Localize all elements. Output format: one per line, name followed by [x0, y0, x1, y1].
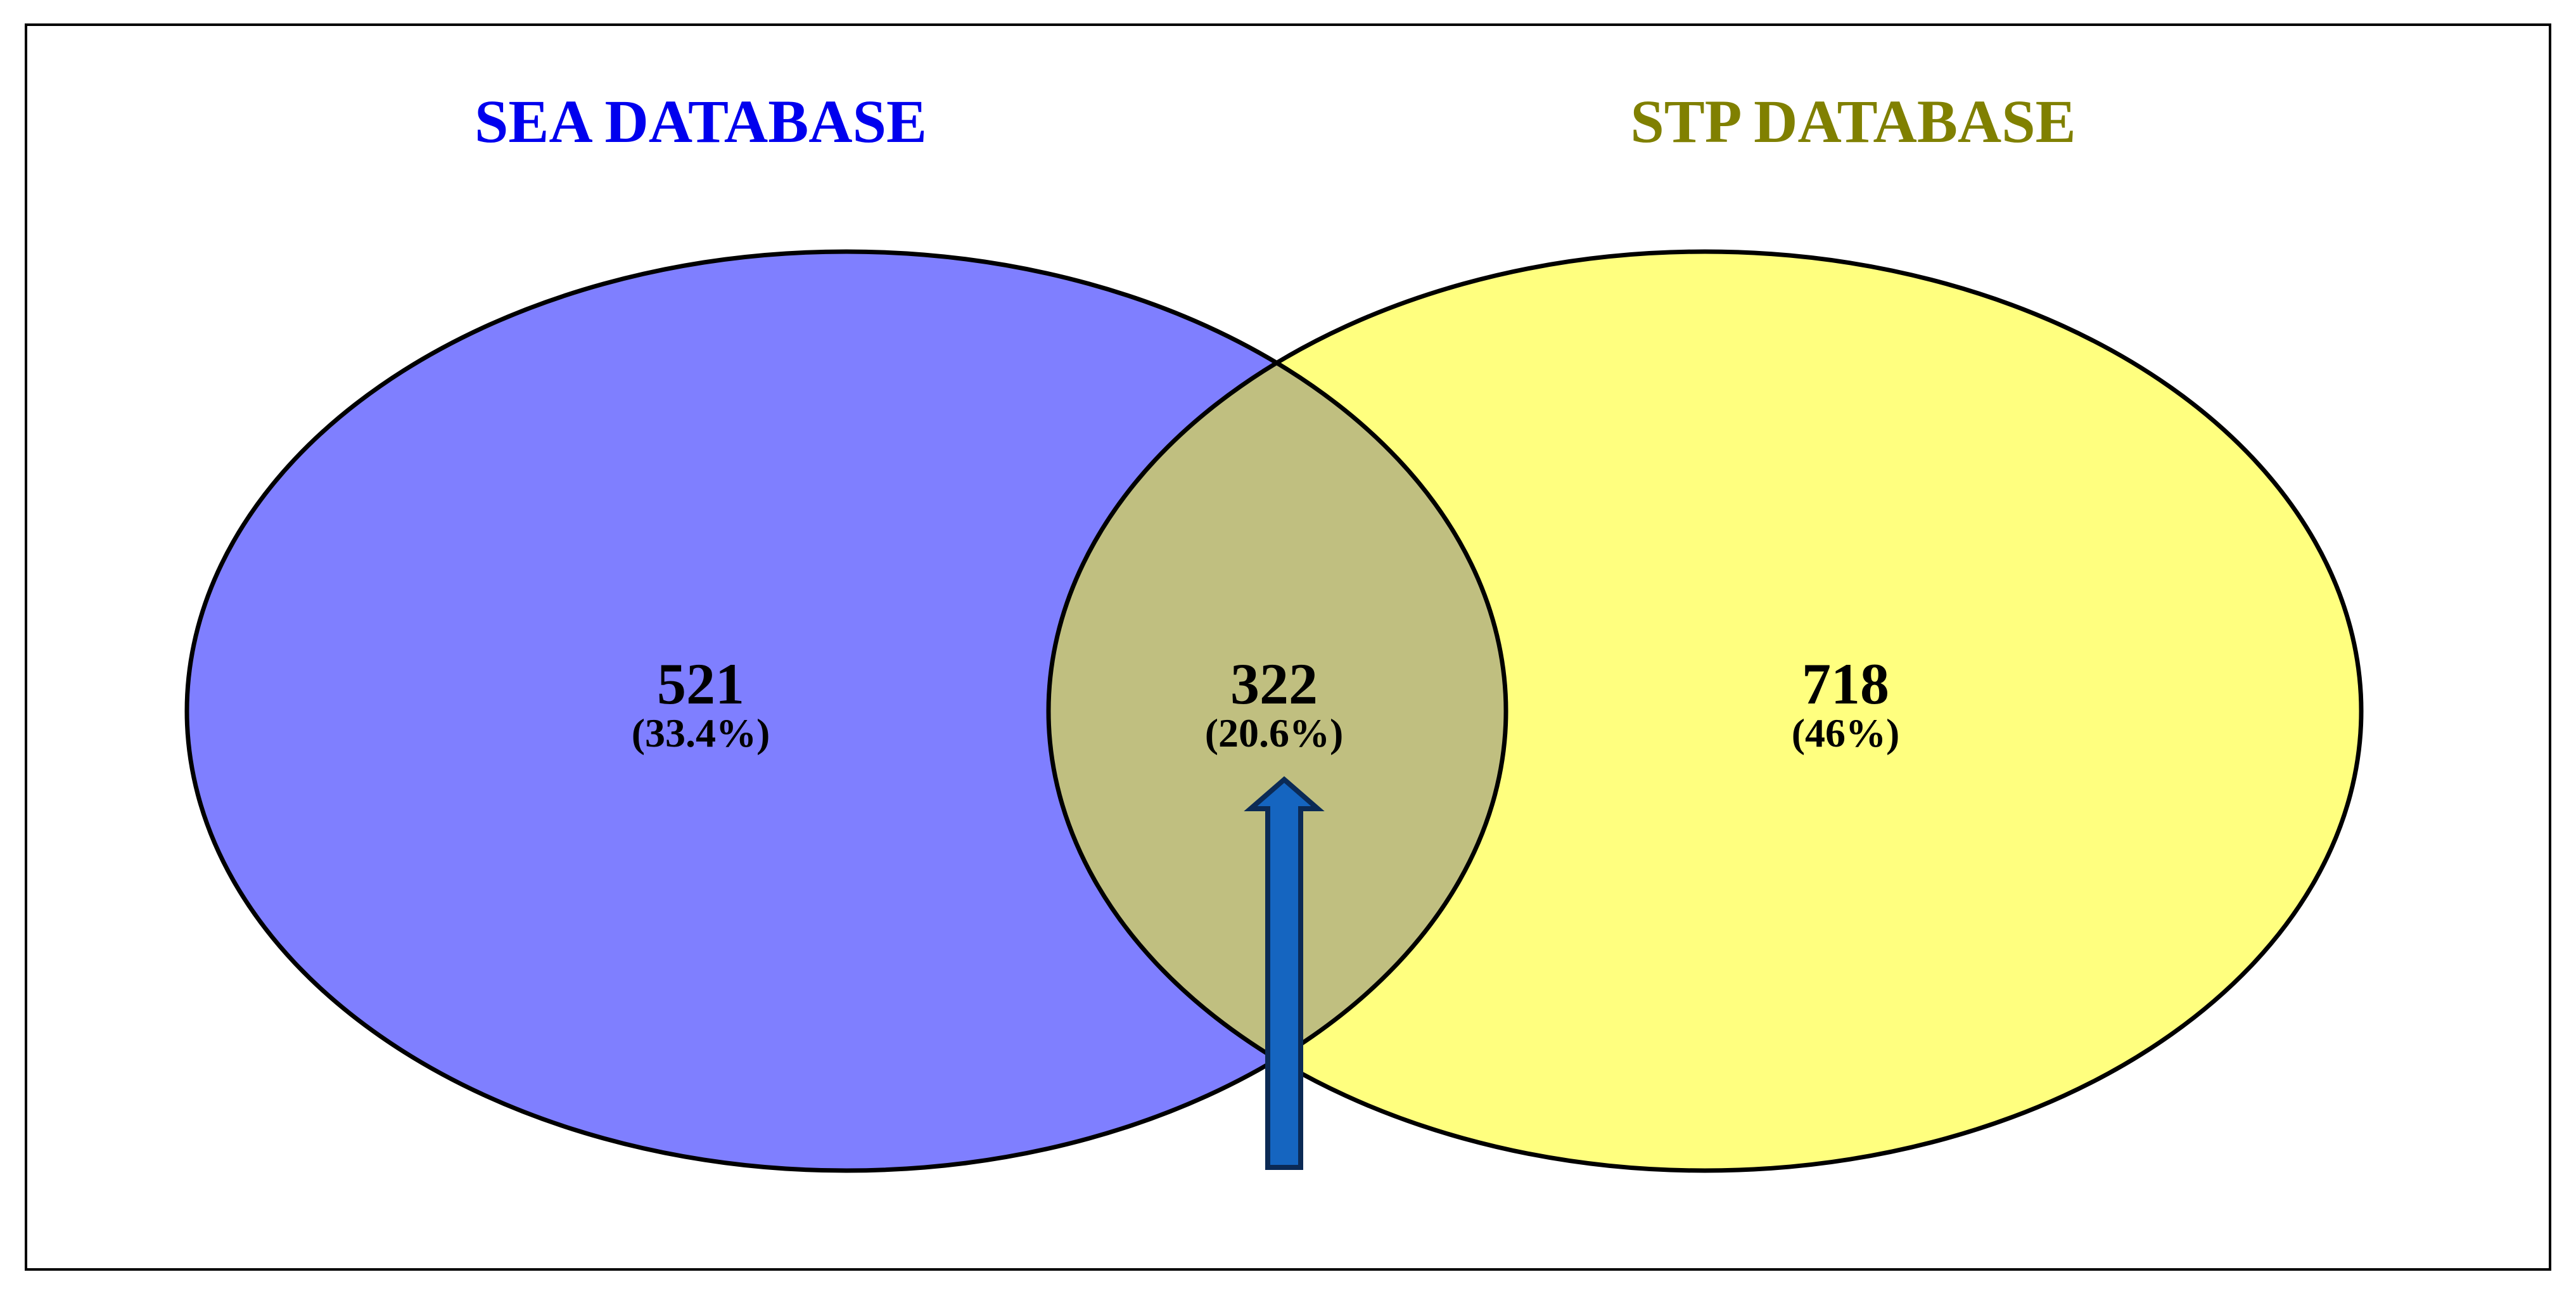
right-only-percent: (46%)	[1792, 710, 1900, 755]
overlap-percent: (20.6%)	[1205, 710, 1344, 755]
overlap-count: 322	[1230, 652, 1318, 716]
left-only-count: 521	[657, 652, 744, 716]
stp-database-title: STP DATABASE	[1630, 87, 2075, 155]
sea-database-title: SEA DATABASE	[475, 87, 927, 155]
sea-database-outline	[184, 249, 1508, 1173]
overlap-region	[1049, 252, 1506, 1171]
up-arrow-icon	[1244, 776, 1325, 1170]
frame-border	[25, 23, 2551, 1271]
right-only-count: 718	[1802, 652, 1889, 716]
left-only-percent: (33.4%)	[632, 710, 770, 755]
stp-database-outline	[1046, 249, 2364, 1173]
